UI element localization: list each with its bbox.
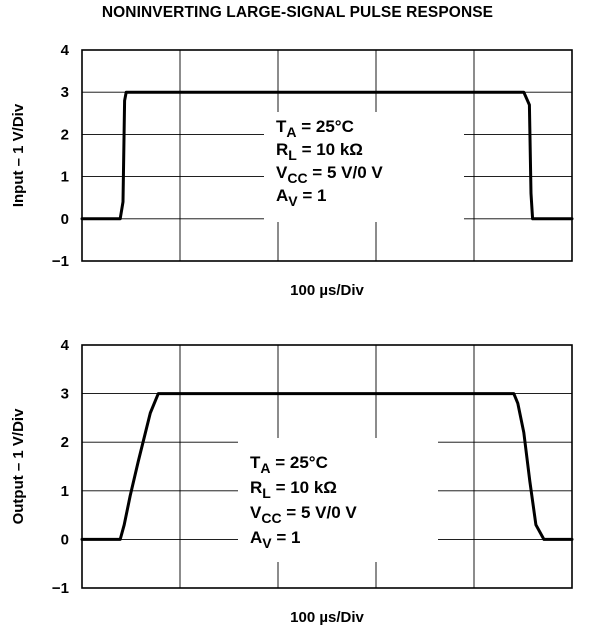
output-ytick-label: 2 (61, 434, 69, 451)
input-ytick-label: 4 (61, 42, 70, 59)
output-ytick-label: 3 (61, 386, 69, 403)
input-ytick-label: 0 (61, 211, 69, 228)
output-y-axis-label: Output – 1 V/Div (10, 408, 27, 525)
output-x-axis-label: 100 µs/Div (290, 609, 364, 626)
input-ytick-label: 3 (61, 84, 69, 101)
output-ytick-label: 1 (61, 483, 69, 500)
output-panel: 4 3 2 1 0 −1 Output – 1 V/Div 100 µs/Div TA = 25… (10, 337, 574, 626)
output-annotation-av: AV = 1 (250, 528, 300, 551)
input-ytick-label: −1 (52, 253, 69, 270)
input-annotation-rl: RL = 10 kΩ (276, 140, 363, 163)
input-annotation-av: AV = 1 (276, 186, 326, 209)
output-annotation-bg (238, 438, 438, 562)
output-annotation-ta: TA = 25°C (250, 453, 328, 476)
output-plot-frame (81, 344, 573, 589)
input-panel: 4 3 2 1 0 −1 Input – 1 V/Div 100 µs/Div TA = 25°… (10, 42, 574, 299)
input-x-axis-label: 100 µs/Div (290, 282, 364, 299)
chart-title: NONINVERTING LARGE-SIGNAL PULSE RESPONSE (101, 4, 494, 21)
input-annotation-bg (264, 112, 464, 222)
input-signal-trace (80, 90, 574, 221)
output-ytick-label: 4 (61, 337, 70, 354)
input-annotation-ta: TA = 25°C (276, 117, 354, 140)
input-plot-frame (81, 49, 573, 262)
output-annotation-rl: RL = 10 kΩ (250, 478, 337, 501)
output-ytick-label: −1 (52, 580, 69, 597)
input-annotation-vcc: VCC = 5 V/0 V (276, 163, 383, 186)
input-ytick-label: 2 (61, 126, 69, 143)
output-signal-trace (80, 392, 574, 541)
input-ytick-label: 1 (61, 169, 69, 186)
output-annotation-vcc: VCC = 5 V/0 V (250, 503, 357, 526)
output-ytick-label: 0 (61, 531, 69, 548)
input-y-axis-label: Input – 1 V/Div (10, 103, 27, 207)
